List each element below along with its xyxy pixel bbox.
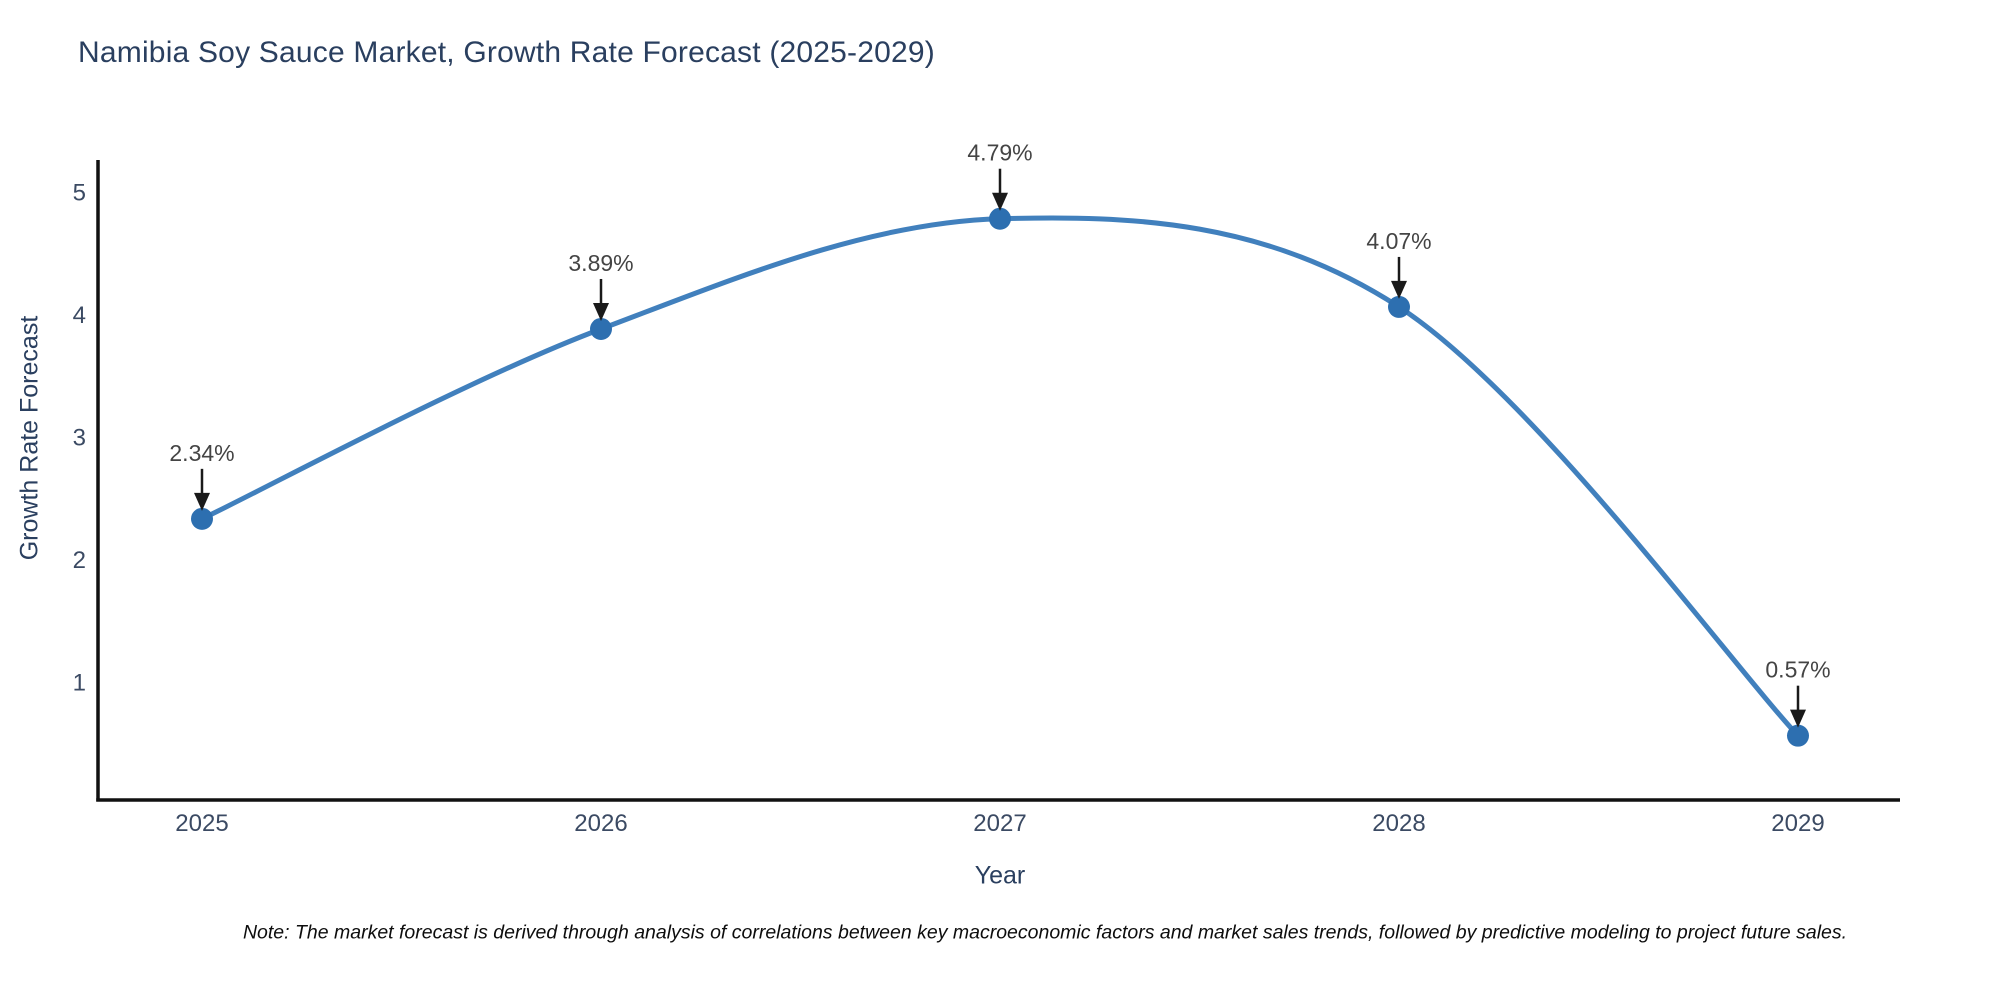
annotation-arrow-head-2025 [194,492,210,511]
data-point-marker-2025 [191,507,213,530]
point-value-label-2026: 3.89% [568,250,633,276]
trend-line [199,215,1801,739]
y-tick-label-3: 3 [73,425,86,452]
chart-footnote: Note: The market forecast is derived thr… [242,921,1848,944]
annotation-arrow-head-2028 [1391,280,1407,299]
point-value-label-2027: 4.79% [967,140,1032,166]
data-point-marker-2028 [1388,295,1410,318]
point-value-label-2029: 0.57% [1765,657,1830,683]
data-point-marker-2027 [989,207,1011,230]
annotation-arrow-head-2027 [992,192,1008,211]
x-tick-label-2029: 2029 [1771,810,1824,837]
x-tick-label-2027: 2027 [973,810,1026,837]
y-tick-label-1: 1 [73,670,86,697]
chart-title: Namibia Soy Sauce Market, Growth Rate Fo… [78,36,935,69]
annotation-arrow-head-2029 [1790,709,1806,728]
annotation-arrow-head-2026 [593,302,609,321]
data-point-marker-2029 [1787,724,1809,747]
x-axis-title: Year [974,861,1026,890]
point-value-label-2028: 4.07% [1366,228,1431,254]
y-tick-label-5: 5 [73,180,86,207]
data-point-marker-2026 [590,317,612,340]
y-tick-label-2: 2 [73,547,86,574]
x-tick-label-2028: 2028 [1372,810,1425,837]
point-value-label-2025: 2.34% [169,440,234,466]
y-tick-label-4: 4 [73,302,86,329]
x-tick-label-2025: 2025 [175,810,228,837]
x-tick-label-2026: 2026 [574,810,627,837]
